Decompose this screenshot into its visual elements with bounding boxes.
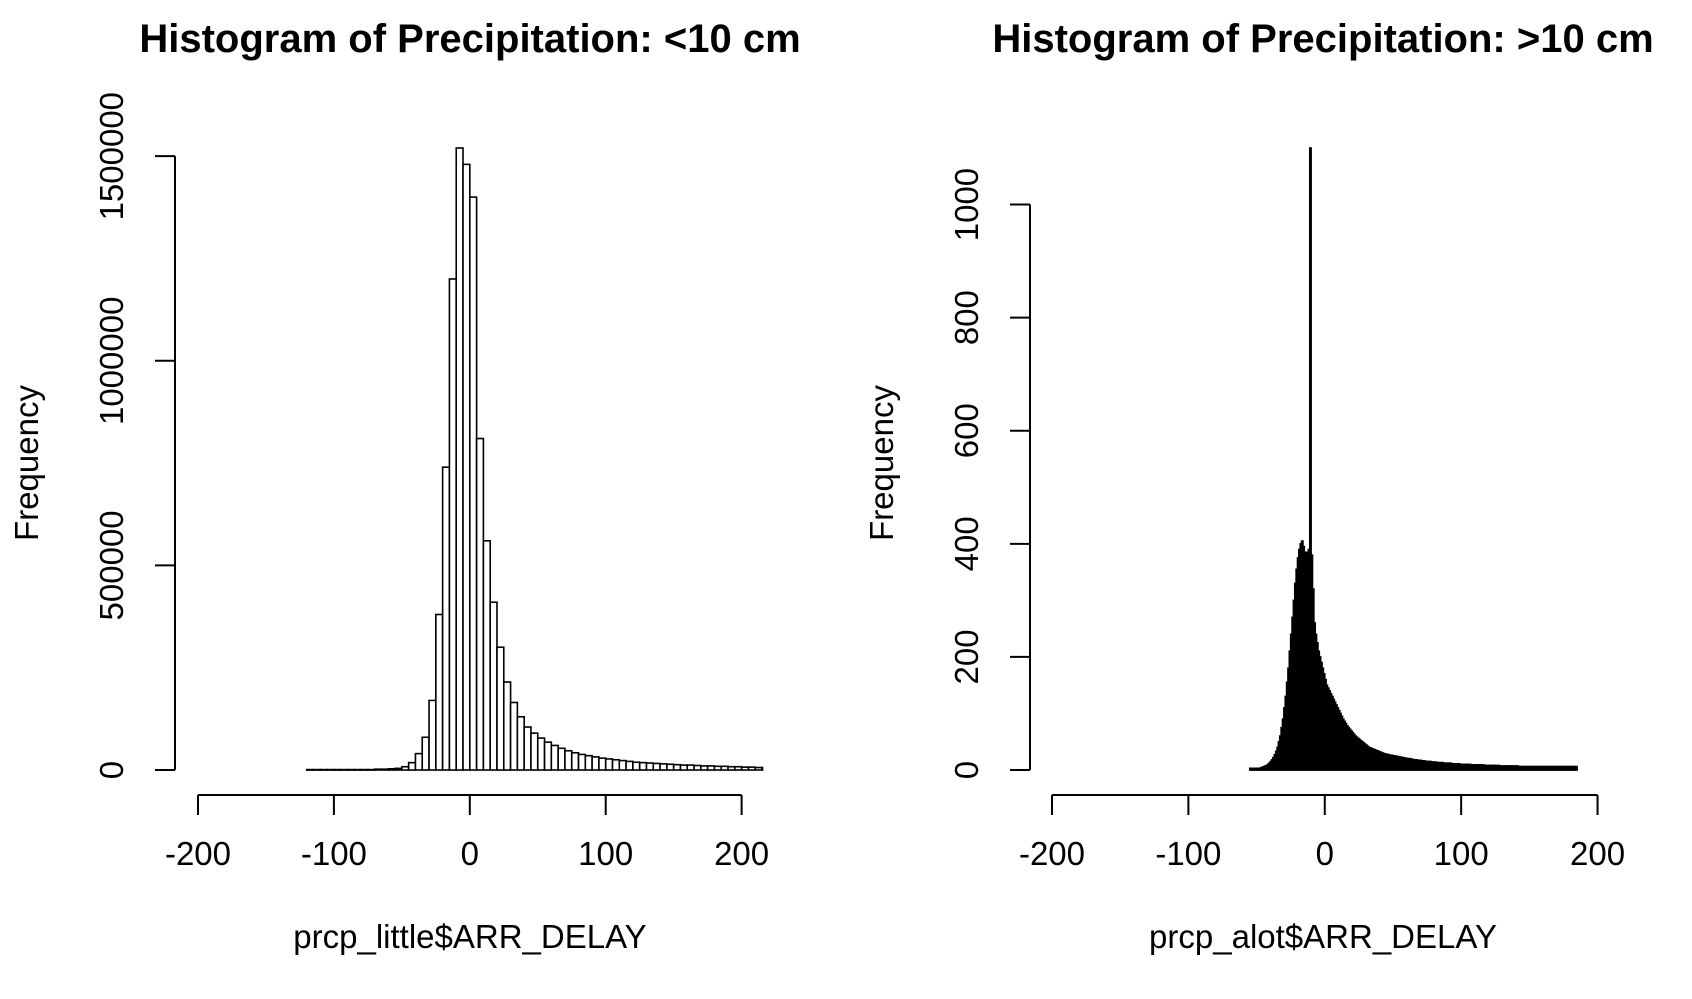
histogram-bar (305, 768, 315, 771)
histogram-bar (346, 768, 356, 771)
x-axis-label: prcp_alot$ARR_DELAY (1149, 918, 1497, 955)
histogram-bar (666, 763, 675, 771)
histogram-bar (523, 726, 532, 771)
x-tick-label: 0 (461, 835, 479, 872)
histogram-bar (475, 437, 485, 771)
y-tick-label: 1000000 (93, 297, 130, 425)
histogram-bar (509, 701, 519, 771)
histogram-bar (604, 758, 614, 771)
x-tick-label: 100 (1434, 835, 1489, 872)
histogram-bar (557, 747, 566, 771)
histogram-bar (591, 756, 600, 771)
histogram-bar (353, 768, 362, 771)
x-tick-label: -100 (1155, 835, 1221, 872)
y-tick-label: 200 (948, 629, 985, 684)
histogram-bar (720, 765, 729, 771)
y-tick-label: 800 (948, 290, 985, 345)
x-tick-label: -200 (1019, 835, 1085, 872)
histogram-bar (455, 147, 464, 771)
histogram-bar (407, 761, 417, 771)
x-tick-label: -100 (301, 835, 367, 872)
histogram-bar (543, 741, 553, 771)
histogram-bar (536, 737, 546, 771)
histogram-bar (734, 765, 743, 771)
histogram-bar (584, 754, 593, 771)
histogram-bar (319, 768, 328, 771)
chart-title: Histogram of Precipitation: <10 cm (139, 17, 800, 61)
histogram-bar (339, 768, 349, 771)
histogram-bar (360, 768, 369, 771)
histogram-bar (706, 765, 716, 771)
histogram-bar (577, 753, 587, 771)
histogram-bar (380, 768, 390, 771)
x-tick-label: 100 (578, 835, 633, 872)
histogram-bar (421, 736, 430, 771)
histogram-bar (448, 278, 458, 771)
histogram-bar (652, 762, 661, 771)
histogram-bar (312, 768, 322, 771)
histogram-bar (754, 766, 763, 771)
histogram-bar (638, 761, 648, 771)
y-tick-label: 400 (948, 516, 985, 571)
histogram-bar (672, 763, 682, 771)
histogram-bar (387, 767, 396, 771)
histogram-bar (401, 765, 410, 771)
histogram-bar (516, 715, 525, 771)
histogram-bar (693, 764, 702, 771)
histogram-bar (462, 163, 471, 771)
histogram-bar (761, 766, 764, 771)
x-tick-label: -200 (165, 835, 231, 872)
histogram-bar (740, 766, 750, 771)
y-tick-label: 1500000 (93, 92, 130, 220)
histogram-bar (367, 768, 376, 771)
histogram-bar (496, 646, 505, 771)
histogram-bar (482, 540, 491, 771)
histogram-bar (700, 765, 709, 771)
histogram-bar (530, 732, 539, 771)
histogram-bar (659, 763, 668, 771)
chart-title: Histogram of Precipitation: >10 cm (992, 17, 1653, 61)
histogram-bar (1574, 765, 1578, 771)
histogram-bar (414, 752, 424, 771)
y-tick-label: 500000 (93, 510, 130, 620)
y-axis-label: Frequency (863, 385, 900, 541)
histogram-bar (550, 744, 559, 771)
y-axis-label: Frequency (8, 385, 45, 541)
histogram-bar (373, 768, 383, 771)
histogram-bar (679, 764, 689, 771)
x-tick-label: 0 (1316, 835, 1334, 872)
x-tick-label: 200 (1570, 835, 1625, 872)
histogram-bar (489, 601, 498, 771)
histogram-bar (469, 196, 478, 771)
histogram-bar (428, 699, 437, 771)
x-axis-label: prcp_little$ARR_DELAY (293, 918, 646, 955)
histogram-bar (686, 764, 695, 771)
histogram-bar (645, 762, 655, 771)
histogram-bar (632, 761, 641, 771)
histogram-bar (598, 757, 607, 771)
histogram-bar (625, 760, 634, 771)
histogram-bar (435, 613, 444, 771)
y-tick-label: 1000 (948, 168, 985, 241)
y-tick-label: 0 (948, 761, 985, 779)
histogram-bar (441, 466, 451, 771)
histogram-bar (570, 752, 580, 771)
histogram-bar (727, 765, 736, 771)
histogram-bar (564, 749, 573, 771)
histogram-bar (502, 681, 512, 771)
histogram-bar (747, 766, 757, 771)
histogram-bar (611, 758, 621, 771)
histogram-bar (618, 759, 627, 771)
histogram-bar (326, 768, 335, 771)
y-tick-label: 0 (93, 761, 130, 779)
histogram-bar (713, 765, 723, 771)
y-tick-label: 600 (948, 403, 985, 458)
histogram-bar (333, 768, 342, 771)
x-tick-label: 200 (714, 835, 769, 872)
histogram-bar (394, 767, 403, 771)
